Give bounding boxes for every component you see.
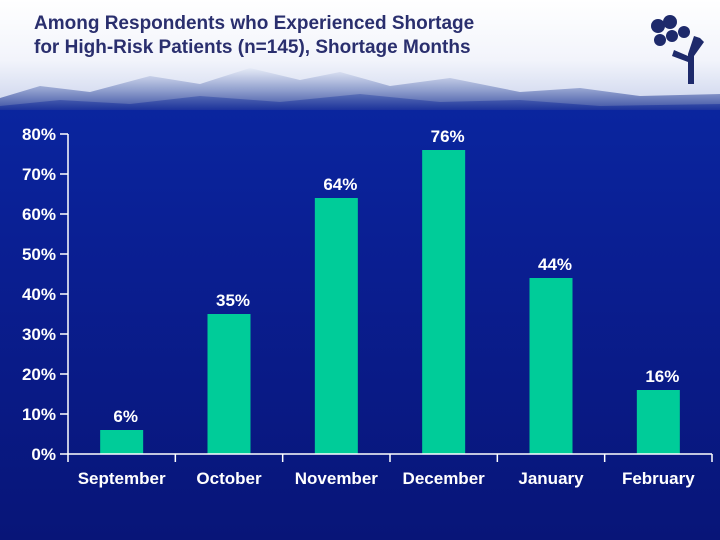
bar-october bbox=[207, 314, 251, 454]
data-label: 6% bbox=[113, 407, 138, 426]
y-axis: 0% 10% 20% 30% 40% 50% 60% 70% 80% bbox=[22, 125, 69, 464]
bar-chart: 0% 10% 20% 30% 40% 50% 60% 70% 80% 6% 35% 64% 76% 44… bbox=[22, 125, 713, 488]
y-tick-label: 70% bbox=[22, 165, 56, 184]
y-tick-label: 0% bbox=[31, 445, 56, 464]
data-label: 16% bbox=[645, 367, 679, 386]
data-labels: 6% 35% 64% 76% 44% 16% bbox=[113, 127, 679, 426]
bars bbox=[100, 150, 680, 454]
data-label: 76% bbox=[431, 127, 465, 146]
x-tick-label: January bbox=[518, 469, 584, 488]
y-tick-label: 50% bbox=[22, 245, 56, 264]
bar-november bbox=[314, 198, 358, 454]
y-tick-label: 30% bbox=[22, 325, 56, 344]
bar-january bbox=[529, 278, 573, 454]
x-tick-label: February bbox=[622, 469, 695, 488]
slide-title: Among Respondents who Experienced Shorta… bbox=[34, 13, 475, 58]
y-tick-label: 80% bbox=[22, 125, 56, 144]
data-label: 35% bbox=[216, 291, 250, 310]
x-tick-label: November bbox=[295, 469, 379, 488]
bar-february bbox=[636, 390, 680, 454]
data-label: 44% bbox=[538, 255, 572, 274]
mountain-banner bbox=[0, 68, 720, 110]
data-label: 64% bbox=[323, 175, 357, 194]
x-tick-label: December bbox=[403, 469, 486, 488]
y-tick-label: 10% bbox=[22, 405, 56, 424]
organization-logo bbox=[651, 15, 704, 84]
x-tick-label: September bbox=[78, 469, 166, 488]
x-axis: September October November December January F… bbox=[67, 453, 713, 488]
x-tick-label: October bbox=[196, 469, 262, 488]
header-banner: Among Respondents who Experienced Shorta… bbox=[0, 0, 720, 110]
y-tick-label: 40% bbox=[22, 285, 56, 304]
y-tick-label: 60% bbox=[22, 205, 56, 224]
bar-september bbox=[100, 430, 144, 454]
bar-december bbox=[422, 150, 466, 454]
y-tick-label: 20% bbox=[22, 365, 56, 384]
